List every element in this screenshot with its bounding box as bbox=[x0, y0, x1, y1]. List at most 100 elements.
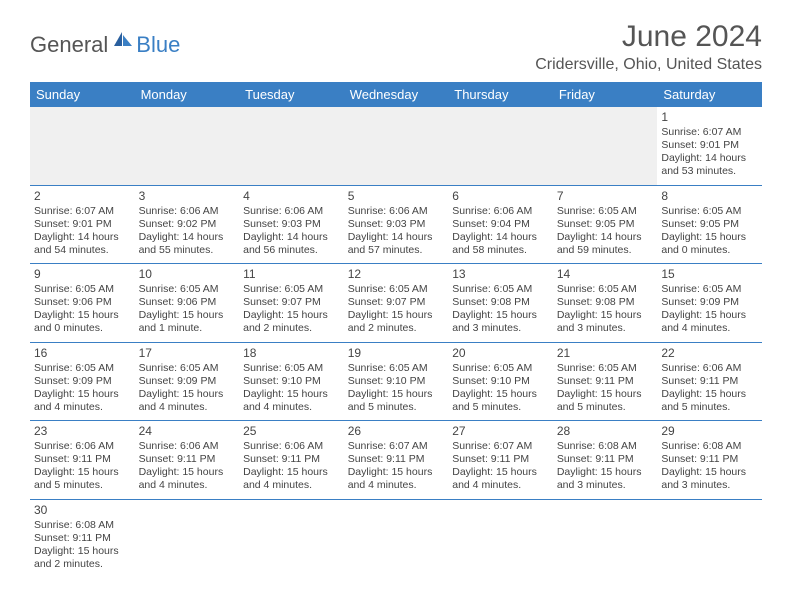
header: General Blue June 2024 Cridersville, Ohi… bbox=[30, 20, 762, 74]
sunset-text: Sunset: 9:05 PM bbox=[557, 218, 654, 231]
sunrise-text: Sunrise: 6:06 AM bbox=[452, 205, 549, 218]
sunset-text: Sunset: 9:01 PM bbox=[34, 218, 131, 231]
sunrise-text: Sunrise: 6:05 AM bbox=[661, 283, 758, 296]
month-title: June 2024 bbox=[535, 20, 762, 54]
day-number: 14 bbox=[557, 267, 654, 282]
sunrise-text: Sunrise: 6:05 AM bbox=[34, 362, 131, 375]
sunrise-text: Sunrise: 6:05 AM bbox=[452, 362, 549, 375]
sunset-text: Sunset: 9:11 PM bbox=[34, 532, 131, 545]
sunrise-text: Sunrise: 6:07 AM bbox=[34, 205, 131, 218]
sunrise-text: Sunrise: 6:06 AM bbox=[661, 362, 758, 375]
calendar-cell: 29Sunrise: 6:08 AMSunset: 9:11 PMDayligh… bbox=[657, 421, 762, 500]
day-header: Friday bbox=[553, 82, 658, 107]
day-header: Thursday bbox=[448, 82, 553, 107]
calendar-cell bbox=[239, 107, 344, 185]
sunrise-text: Sunrise: 6:05 AM bbox=[557, 362, 654, 375]
calendar-cell: 14Sunrise: 6:05 AMSunset: 9:08 PMDayligh… bbox=[553, 264, 658, 343]
daylight-text: Daylight: 15 hours and 5 minutes. bbox=[34, 466, 131, 492]
sunset-text: Sunset: 9:04 PM bbox=[452, 218, 549, 231]
calendar-cell: 23Sunrise: 6:06 AMSunset: 9:11 PMDayligh… bbox=[30, 421, 135, 500]
daylight-text: Daylight: 15 hours and 5 minutes. bbox=[348, 388, 445, 414]
logo: General Blue bbox=[30, 30, 180, 59]
sunrise-text: Sunrise: 6:05 AM bbox=[139, 283, 236, 296]
calendar-table: Sunday Monday Tuesday Wednesday Thursday… bbox=[30, 82, 762, 577]
sunset-text: Sunset: 9:02 PM bbox=[139, 218, 236, 231]
sunset-text: Sunset: 9:10 PM bbox=[243, 375, 340, 388]
calendar-cell bbox=[344, 499, 449, 577]
calendar-week: 16Sunrise: 6:05 AMSunset: 9:09 PMDayligh… bbox=[30, 342, 762, 421]
daylight-text: Daylight: 15 hours and 4 minutes. bbox=[243, 466, 340, 492]
sunrise-text: Sunrise: 6:05 AM bbox=[557, 283, 654, 296]
day-number: 11 bbox=[243, 267, 340, 282]
daylight-text: Daylight: 14 hours and 59 minutes. bbox=[557, 231, 654, 257]
calendar-cell: 13Sunrise: 6:05 AMSunset: 9:08 PMDayligh… bbox=[448, 264, 553, 343]
day-header-row: Sunday Monday Tuesday Wednesday Thursday… bbox=[30, 82, 762, 107]
sunset-text: Sunset: 9:11 PM bbox=[557, 375, 654, 388]
day-number: 30 bbox=[34, 503, 131, 518]
sunset-text: Sunset: 9:06 PM bbox=[139, 296, 236, 309]
sunrise-text: Sunrise: 6:05 AM bbox=[139, 362, 236, 375]
daylight-text: Daylight: 15 hours and 4 minutes. bbox=[452, 466, 549, 492]
calendar-cell: 2Sunrise: 6:07 AMSunset: 9:01 PMDaylight… bbox=[30, 185, 135, 264]
calendar-cell: 27Sunrise: 6:07 AMSunset: 9:11 PMDayligh… bbox=[448, 421, 553, 500]
sunrise-text: Sunrise: 6:06 AM bbox=[139, 205, 236, 218]
day-header: Sunday bbox=[30, 82, 135, 107]
calendar-cell: 20Sunrise: 6:05 AMSunset: 9:10 PMDayligh… bbox=[448, 342, 553, 421]
calendar-cell: 4Sunrise: 6:06 AMSunset: 9:03 PMDaylight… bbox=[239, 185, 344, 264]
sunrise-text: Sunrise: 6:05 AM bbox=[348, 283, 445, 296]
sunset-text: Sunset: 9:11 PM bbox=[34, 453, 131, 466]
sunset-text: Sunset: 9:06 PM bbox=[34, 296, 131, 309]
sunrise-text: Sunrise: 6:07 AM bbox=[452, 440, 549, 453]
sunrise-text: Sunrise: 6:06 AM bbox=[34, 440, 131, 453]
sunset-text: Sunset: 9:09 PM bbox=[139, 375, 236, 388]
day-header: Tuesday bbox=[239, 82, 344, 107]
day-number: 18 bbox=[243, 346, 340, 361]
day-number: 15 bbox=[661, 267, 758, 282]
calendar-cell bbox=[344, 107, 449, 185]
daylight-text: Daylight: 14 hours and 53 minutes. bbox=[661, 152, 758, 178]
calendar-cell: 1Sunrise: 6:07 AMSunset: 9:01 PMDaylight… bbox=[657, 107, 762, 185]
sunrise-text: Sunrise: 6:07 AM bbox=[348, 440, 445, 453]
calendar-cell bbox=[135, 107, 240, 185]
calendar-cell bbox=[553, 499, 658, 577]
calendar-cell: 18Sunrise: 6:05 AMSunset: 9:10 PMDayligh… bbox=[239, 342, 344, 421]
calendar-cell: 3Sunrise: 6:06 AMSunset: 9:02 PMDaylight… bbox=[135, 185, 240, 264]
daylight-text: Daylight: 14 hours and 55 minutes. bbox=[139, 231, 236, 257]
sunrise-text: Sunrise: 6:05 AM bbox=[348, 362, 445, 375]
sunrise-text: Sunrise: 6:08 AM bbox=[34, 519, 131, 532]
calendar-cell: 6Sunrise: 6:06 AMSunset: 9:04 PMDaylight… bbox=[448, 185, 553, 264]
day-header: Wednesday bbox=[344, 82, 449, 107]
calendar-cell: 7Sunrise: 6:05 AMSunset: 9:05 PMDaylight… bbox=[553, 185, 658, 264]
day-number: 20 bbox=[452, 346, 549, 361]
day-number: 4 bbox=[243, 189, 340, 204]
calendar-cell bbox=[657, 499, 762, 577]
calendar-cell: 21Sunrise: 6:05 AMSunset: 9:11 PMDayligh… bbox=[553, 342, 658, 421]
day-number: 22 bbox=[661, 346, 758, 361]
calendar-cell bbox=[30, 107, 135, 185]
logo-text-general: General bbox=[30, 32, 108, 58]
calendar-cell: 19Sunrise: 6:05 AMSunset: 9:10 PMDayligh… bbox=[344, 342, 449, 421]
sunset-text: Sunset: 9:11 PM bbox=[661, 375, 758, 388]
day-number: 8 bbox=[661, 189, 758, 204]
sunrise-text: Sunrise: 6:05 AM bbox=[34, 283, 131, 296]
sunset-text: Sunset: 9:07 PM bbox=[243, 296, 340, 309]
sunrise-text: Sunrise: 6:05 AM bbox=[243, 283, 340, 296]
day-number: 17 bbox=[139, 346, 236, 361]
sunset-text: Sunset: 9:11 PM bbox=[139, 453, 236, 466]
daylight-text: Daylight: 15 hours and 0 minutes. bbox=[661, 231, 758, 257]
sunrise-text: Sunrise: 6:05 AM bbox=[243, 362, 340, 375]
sunset-text: Sunset: 9:03 PM bbox=[348, 218, 445, 231]
calendar-cell bbox=[448, 499, 553, 577]
daylight-text: Daylight: 15 hours and 2 minutes. bbox=[348, 309, 445, 335]
sunrise-text: Sunrise: 6:05 AM bbox=[452, 283, 549, 296]
daylight-text: Daylight: 15 hours and 1 minute. bbox=[139, 309, 236, 335]
day-number: 19 bbox=[348, 346, 445, 361]
sunrise-text: Sunrise: 6:08 AM bbox=[557, 440, 654, 453]
daylight-text: Daylight: 15 hours and 3 minutes. bbox=[452, 309, 549, 335]
day-number: 29 bbox=[661, 424, 758, 439]
daylight-text: Daylight: 15 hours and 5 minutes. bbox=[452, 388, 549, 414]
daylight-text: Daylight: 15 hours and 0 minutes. bbox=[34, 309, 131, 335]
daylight-text: Daylight: 15 hours and 4 minutes. bbox=[243, 388, 340, 414]
sunrise-text: Sunrise: 6:05 AM bbox=[557, 205, 654, 218]
calendar-week: 1Sunrise: 6:07 AMSunset: 9:01 PMDaylight… bbox=[30, 107, 762, 185]
